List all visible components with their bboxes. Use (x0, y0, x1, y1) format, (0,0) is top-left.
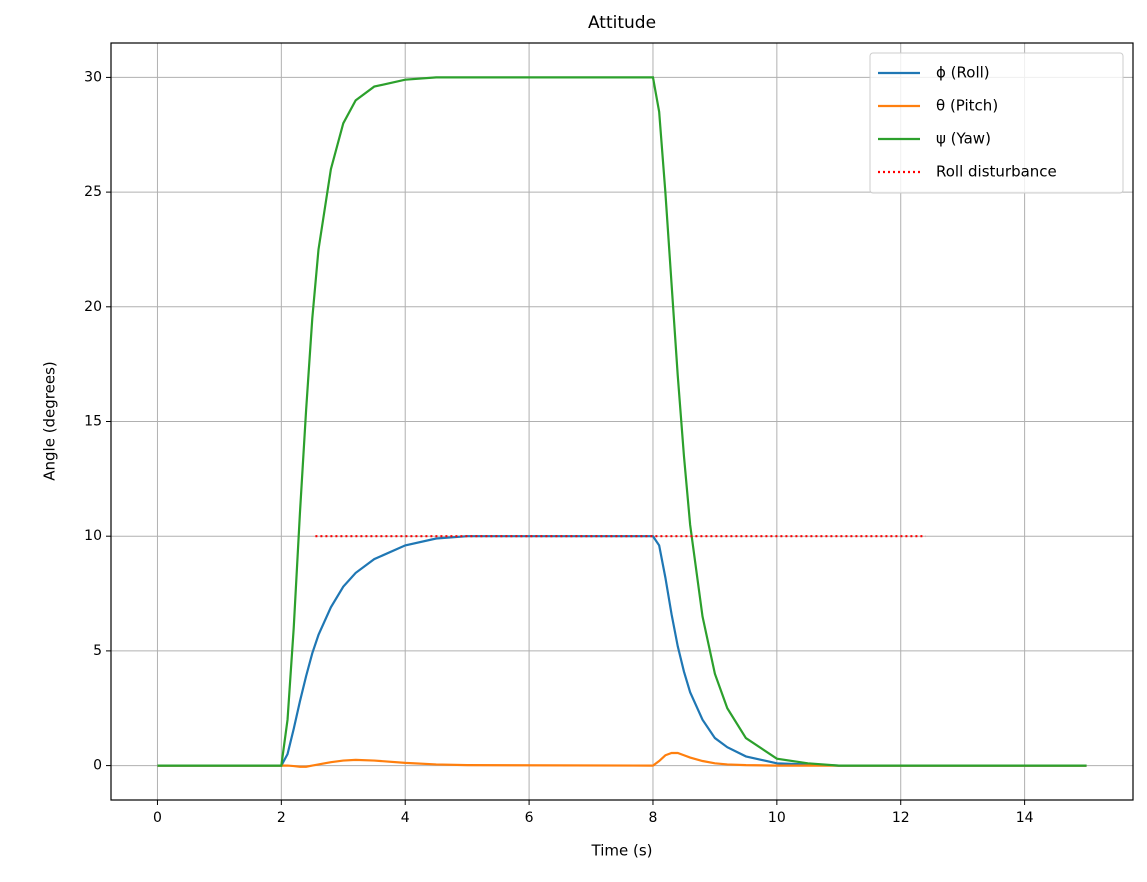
y-tick-label: 30 (84, 69, 102, 85)
y-tick-label: 5 (93, 643, 102, 659)
legend-label: θ (Pitch) (936, 97, 998, 115)
x-tick-label: 4 (401, 810, 410, 826)
x-tick-label: 12 (892, 810, 910, 826)
chart-title: Attitude (588, 13, 656, 33)
legend-label: ϕ (Roll) (936, 64, 990, 82)
y-tick-label: 0 (93, 758, 102, 774)
x-tick-label: 14 (1016, 810, 1034, 826)
y-axis-label: Angle (degrees) (41, 361, 59, 481)
legend-box (869, 52, 1124, 194)
series-line (157, 535, 1087, 767)
x-tick-label: 2 (277, 810, 286, 826)
x-tick-label: 10 (768, 810, 786, 826)
series-line (157, 76, 1087, 767)
x-axis-label: Time (s) (591, 842, 653, 860)
x-tick-label: 8 (649, 810, 658, 826)
legend-label: Roll disturbance (936, 163, 1057, 181)
plot-frame (110, 42, 1134, 801)
series-line (157, 751, 1087, 768)
y-tick-label: 25 (84, 184, 102, 200)
legend-label: ψ (Yaw) (936, 130, 991, 148)
x-tick-label: 0 (153, 810, 162, 826)
x-tick-label: 6 (525, 810, 534, 826)
y-tick-label: 20 (84, 299, 102, 315)
y-tick-label: 15 (84, 414, 102, 430)
y-tick-label: 10 (84, 528, 102, 544)
